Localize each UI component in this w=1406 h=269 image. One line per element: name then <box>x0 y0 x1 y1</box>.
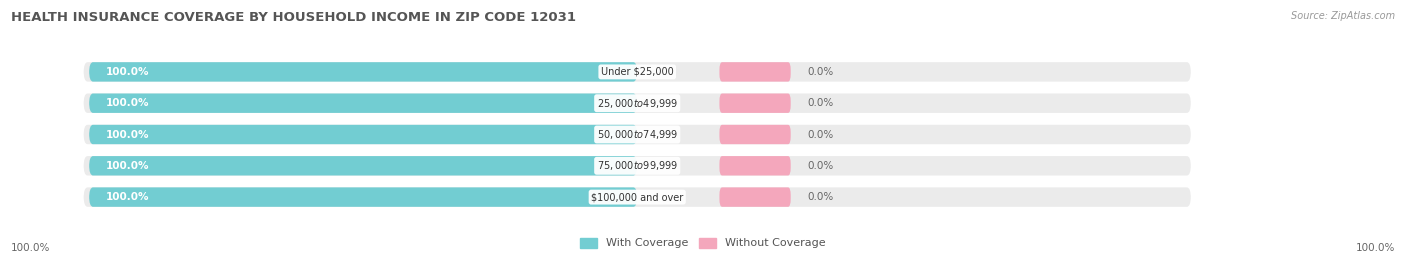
Text: 100.0%: 100.0% <box>105 129 149 140</box>
FancyBboxPatch shape <box>89 125 637 144</box>
FancyBboxPatch shape <box>83 187 1191 207</box>
Text: Under $25,000: Under $25,000 <box>600 67 673 77</box>
Text: 100.0%: 100.0% <box>11 243 51 253</box>
FancyBboxPatch shape <box>89 62 637 82</box>
FancyBboxPatch shape <box>720 187 790 207</box>
Text: 100.0%: 100.0% <box>105 192 149 202</box>
FancyBboxPatch shape <box>83 94 1191 113</box>
Text: $50,000 to $74,999: $50,000 to $74,999 <box>596 128 678 141</box>
Text: 100.0%: 100.0% <box>105 98 149 108</box>
FancyBboxPatch shape <box>83 125 1191 144</box>
FancyBboxPatch shape <box>89 187 637 207</box>
FancyBboxPatch shape <box>89 156 637 175</box>
FancyBboxPatch shape <box>720 62 790 82</box>
Legend: With Coverage, Without Coverage: With Coverage, Without Coverage <box>576 233 830 253</box>
Text: 0.0%: 0.0% <box>807 129 834 140</box>
FancyBboxPatch shape <box>720 156 790 175</box>
Text: 100.0%: 100.0% <box>105 161 149 171</box>
Text: 0.0%: 0.0% <box>807 98 834 108</box>
Text: 0.0%: 0.0% <box>807 192 834 202</box>
Text: $25,000 to $49,999: $25,000 to $49,999 <box>596 97 678 110</box>
Text: HEALTH INSURANCE COVERAGE BY HOUSEHOLD INCOME IN ZIP CODE 12031: HEALTH INSURANCE COVERAGE BY HOUSEHOLD I… <box>11 11 576 24</box>
FancyBboxPatch shape <box>83 156 1191 175</box>
Text: Source: ZipAtlas.com: Source: ZipAtlas.com <box>1291 11 1395 21</box>
Text: $100,000 and over: $100,000 and over <box>591 192 683 202</box>
Text: 0.0%: 0.0% <box>807 67 834 77</box>
FancyBboxPatch shape <box>720 94 790 113</box>
Text: 100.0%: 100.0% <box>1355 243 1395 253</box>
Text: 100.0%: 100.0% <box>105 67 149 77</box>
Text: $75,000 to $99,999: $75,000 to $99,999 <box>596 159 678 172</box>
Text: 0.0%: 0.0% <box>807 161 834 171</box>
FancyBboxPatch shape <box>720 125 790 144</box>
FancyBboxPatch shape <box>83 62 1191 82</box>
FancyBboxPatch shape <box>89 94 637 113</box>
